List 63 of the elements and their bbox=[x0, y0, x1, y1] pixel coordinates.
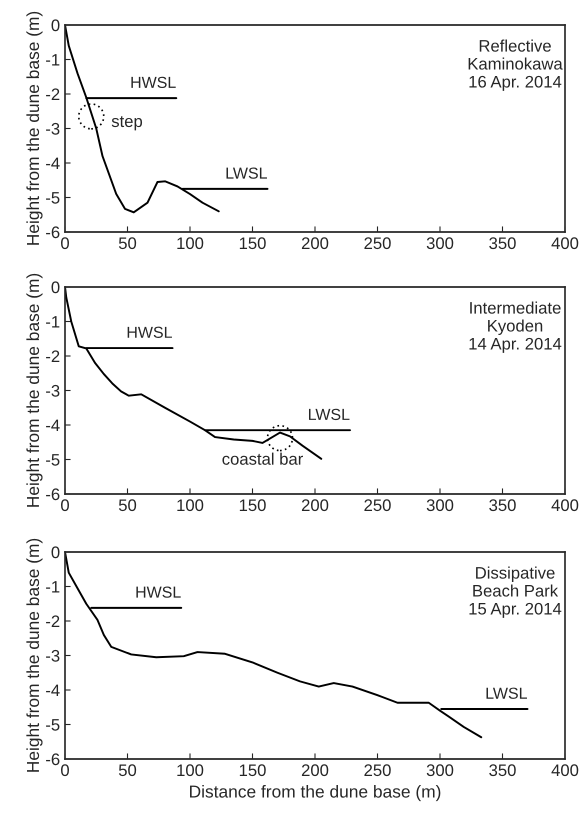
x-tick-label: 300 bbox=[426, 764, 454, 776]
annotation: coastal bar bbox=[222, 452, 303, 465]
x-tick-label: 150 bbox=[240, 764, 266, 776]
y-axis-title: Height from the dune base (m) bbox=[26, 538, 43, 772]
x-tick-label: 400 bbox=[551, 764, 578, 776]
x-tick-label: 350 bbox=[489, 237, 516, 250]
x-tick-label: 350 bbox=[489, 499, 516, 512]
y-tick-label: -1 bbox=[46, 581, 60, 593]
y-tick-label: -5 bbox=[46, 192, 60, 204]
y-tick-label: -6 bbox=[46, 488, 60, 500]
x-tick-label: 0 bbox=[61, 499, 69, 512]
x-tick-label: 400 bbox=[551, 499, 578, 512]
y-tick-label: 0 bbox=[52, 546, 60, 558]
series-label: HWSL bbox=[128, 326, 172, 338]
x-axis-title: Distance from the dune base (m) bbox=[190, 784, 440, 802]
x-tick-label: 0 bbox=[61, 237, 69, 250]
y-tick-label: -5 bbox=[46, 719, 60, 731]
y-tick-label: -3 bbox=[46, 650, 60, 662]
y-tick-label: -6 bbox=[46, 226, 60, 238]
x-tick-label: 100 bbox=[177, 237, 204, 250]
y-tick-label: -5 bbox=[46, 454, 60, 466]
y-tick-label: -1 bbox=[46, 54, 60, 66]
y-axis-title: Height from the dune base (m) bbox=[26, 12, 43, 245]
y-tick-label: -4 bbox=[46, 158, 60, 170]
x-tick-label: 150 bbox=[240, 237, 266, 250]
series-label: HWSL bbox=[131, 76, 176, 88]
series-label: LWSL bbox=[226, 167, 267, 179]
x-tick-label: 400 bbox=[551, 237, 578, 250]
annotation: step bbox=[112, 116, 142, 130]
x-tick-label: 300 bbox=[426, 499, 454, 512]
x-tick-label: 350 bbox=[489, 764, 516, 776]
x-tick-label: 250 bbox=[364, 237, 391, 250]
series-label: LWSL bbox=[486, 688, 527, 699]
x-tick-label: 250 bbox=[364, 764, 391, 776]
y-tick-label: -1 bbox=[46, 316, 60, 328]
x-tick-label: 150 bbox=[240, 499, 266, 512]
y-tick-label: -2 bbox=[46, 615, 60, 628]
x-tick-label: 100 bbox=[177, 764, 204, 776]
text: Reflective Kaminokawa 16 Apr. 2014 bbox=[468, 39, 563, 91]
x-tick-label: 50 bbox=[118, 237, 136, 250]
y-tick-label: 0 bbox=[52, 19, 60, 32]
x-tick-label: 50 bbox=[118, 499, 136, 512]
x-tick-label: 200 bbox=[302, 764, 328, 776]
y-tick-label: -4 bbox=[46, 420, 60, 432]
y-axis-title: Height from the dune base (m) bbox=[26, 274, 43, 507]
text: Intermediate Kyoden 14 Apr. 2014 bbox=[469, 301, 562, 353]
x-tick-label: 200 bbox=[302, 237, 328, 250]
y-tick-label: -4 bbox=[46, 684, 60, 696]
x-tick-label: 50 bbox=[118, 764, 136, 776]
y-tick-label: -3 bbox=[46, 384, 60, 397]
x-tick-label: 100 bbox=[177, 499, 204, 512]
x-tick-label: 250 bbox=[364, 499, 391, 512]
x-tick-label: 0 bbox=[61, 764, 69, 776]
series-label: LWSL bbox=[308, 408, 350, 420]
x-tick-label: 300 bbox=[426, 237, 454, 250]
text: Dissipative Beach Park 15 Apr. 2014 bbox=[469, 566, 562, 618]
y-tick-label: -3 bbox=[46, 122, 60, 135]
y-tick-label: -2 bbox=[46, 350, 60, 362]
y-tick-label: -6 bbox=[46, 753, 60, 766]
y-tick-label: 0 bbox=[52, 281, 60, 294]
x-tick-label: 200 bbox=[302, 499, 328, 512]
y-tick-label: -2 bbox=[46, 88, 60, 100]
series-label: HWSL bbox=[136, 586, 181, 598]
